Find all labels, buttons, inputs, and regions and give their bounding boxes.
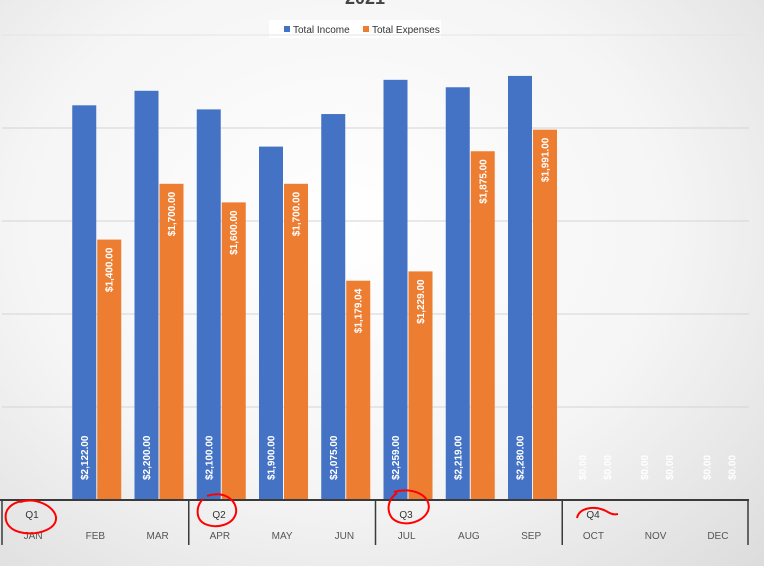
legend-swatch bbox=[284, 26, 290, 32]
bar bbox=[97, 239, 122, 500]
bar bbox=[445, 87, 470, 501]
bar bbox=[346, 280, 371, 500]
data-label: $1,700.00 bbox=[292, 191, 303, 236]
x-axis: JAN FEB MAR APR MAY JUN JUL AUG SEP OCT NOV DEC Q1 Q2… bbox=[0, 499, 749, 545]
month-label: FEB bbox=[86, 531, 106, 542]
gridlines bbox=[2, 34, 749, 408]
bar bbox=[533, 129, 557, 500]
month-label: APR bbox=[210, 531, 231, 542]
data-label: $1,400.00 bbox=[105, 247, 116, 292]
quarter-label: Q2 bbox=[212, 510, 226, 521]
legend-swatch bbox=[363, 26, 369, 32]
data-label: $0.00 bbox=[665, 455, 676, 480]
month-label: JUN bbox=[335, 531, 354, 542]
chart-title: 2021 bbox=[345, 0, 385, 8]
month-label: MAR bbox=[147, 531, 169, 542]
data-label: $1,229.00 bbox=[416, 279, 427, 324]
month-label: JAN bbox=[24, 531, 43, 542]
bar bbox=[159, 183, 184, 501]
data-label: $2,200.00 bbox=[142, 435, 153, 480]
data-label: $0.00 bbox=[702, 455, 713, 480]
bar bbox=[72, 105, 97, 501]
month-label: SEP bbox=[521, 531, 541, 542]
data-label: $1,991.00 bbox=[541, 137, 552, 182]
month-label: MAY bbox=[272, 531, 293, 542]
bars: $2,122.00 $1,400.00 $2,200.00 $1,700.00 $2,1… bbox=[72, 75, 738, 501]
data-label: $0.00 bbox=[727, 455, 738, 480]
bar bbox=[259, 146, 283, 500]
bar bbox=[383, 79, 408, 501]
bar bbox=[221, 202, 246, 500]
red-circle-annotation bbox=[576, 506, 619, 519]
data-label: $1,700.00 bbox=[167, 191, 178, 236]
data-label: $1,875.00 bbox=[478, 159, 489, 204]
month-label: AUG bbox=[458, 531, 480, 542]
data-label: $0.00 bbox=[603, 455, 614, 480]
month-label: DEC bbox=[707, 531, 728, 542]
legend-entry: Total Income bbox=[293, 25, 350, 36]
red-circle-annotation bbox=[4, 499, 57, 535]
month-label: NOV bbox=[645, 531, 667, 542]
bar bbox=[134, 90, 159, 501]
data-label: $2,075.00 bbox=[329, 435, 340, 480]
legend-entry: Total Expenses bbox=[372, 25, 440, 36]
data-label: $2,259.00 bbox=[391, 435, 402, 480]
data-label: $1,900.00 bbox=[267, 435, 278, 480]
month-label: OCT bbox=[583, 531, 604, 542]
annotations bbox=[4, 489, 619, 535]
bar bbox=[321, 114, 346, 501]
bar bbox=[284, 183, 308, 501]
data-label: $2,219.00 bbox=[453, 435, 464, 480]
data-label: $2,280.00 bbox=[516, 435, 527, 480]
data-label: $0.00 bbox=[640, 455, 651, 480]
data-label: $2,122.00 bbox=[80, 435, 91, 480]
legend: Total Income Total Expenses bbox=[269, 20, 441, 38]
quarter-label: Q3 bbox=[399, 510, 413, 521]
bar bbox=[470, 151, 495, 500]
quarter-label: Q4 bbox=[586, 510, 600, 521]
month-label: JUL bbox=[398, 531, 416, 542]
bar bbox=[196, 109, 221, 501]
bar bbox=[408, 271, 433, 500]
data-label: $2,100.00 bbox=[204, 435, 215, 480]
data-label: $1,179.04 bbox=[354, 288, 365, 333]
red-circle-annotation bbox=[196, 493, 238, 528]
data-label: $0.00 bbox=[578, 455, 589, 480]
red-circle-annotation bbox=[387, 489, 430, 525]
quarter-label: Q1 bbox=[25, 510, 39, 521]
bar bbox=[508, 75, 532, 501]
legend-box bbox=[269, 20, 441, 38]
data-label: $1,600.00 bbox=[229, 210, 240, 255]
